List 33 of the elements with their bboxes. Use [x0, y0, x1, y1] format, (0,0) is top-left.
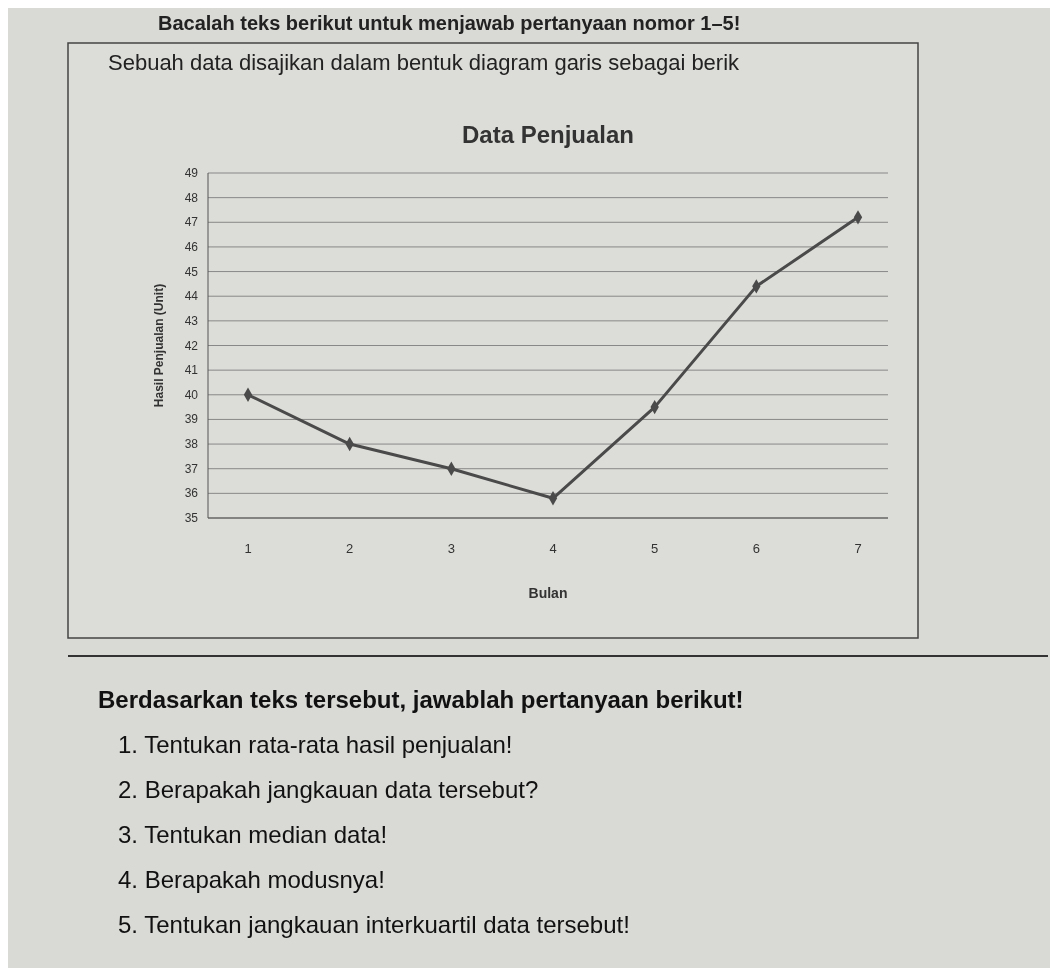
- x-tick-label: 5: [651, 541, 659, 556]
- x-tick-label: 4: [549, 541, 557, 556]
- text: 3. Tentukan median data!: [118, 821, 388, 848]
- y-tick-label: 42: [184, 338, 199, 353]
- y-tick-label: 43: [184, 313, 199, 328]
- text: Bacalah teks berikut untuk menjawab pertanyaan nomor 1–5!: [158, 12, 741, 34]
- y-tick-label: 36: [184, 486, 199, 501]
- text: 1. Tentukan rata-rata hasil penjualan!: [118, 731, 513, 758]
- y-tick-label: 49: [184, 166, 199, 180]
- y-tick-label: 38: [184, 437, 199, 452]
- y-tick-label: 48: [184, 190, 199, 205]
- text: 4. Berapakah modusnya!: [118, 866, 385, 893]
- x-tick-label: 6: [752, 541, 760, 556]
- y-tick-label: 40: [184, 387, 199, 402]
- x-axis-title: Bulan: [528, 585, 568, 601]
- x-tick-label: 3: [447, 541, 455, 556]
- y-axis-title: Hasil Penjualan (Unit): [152, 283, 166, 408]
- text: Sebuah data disajikan dalam bentuk diagram garis sebagai berik: [108, 50, 741, 75]
- y-tick-label: 46: [184, 239, 199, 254]
- y-tick-label: 39: [184, 412, 199, 427]
- x-tick-label: 7: [854, 541, 862, 556]
- y-tick-label: 47: [184, 215, 199, 230]
- y-tick-label: 45: [184, 264, 199, 279]
- chart-title: Data Penjualan: [461, 121, 635, 148]
- y-tick-label: 37: [184, 461, 199, 476]
- text: 2. Berapakah jangkauan data tersebut?: [118, 776, 539, 803]
- x-tick-label: 2: [346, 541, 354, 556]
- y-tick-label: 44: [184, 289, 199, 304]
- y-tick-label: 35: [184, 511, 199, 525]
- y-tick-label: 41: [184, 363, 199, 378]
- text: Berdasarkan teks tersebut, jawablah pertanyaan berikut!: [98, 686, 744, 713]
- x-tick-label: 1: [244, 541, 252, 556]
- text: 5. Tentukan jangkauan interkuartil data tersebut!: [118, 911, 630, 938]
